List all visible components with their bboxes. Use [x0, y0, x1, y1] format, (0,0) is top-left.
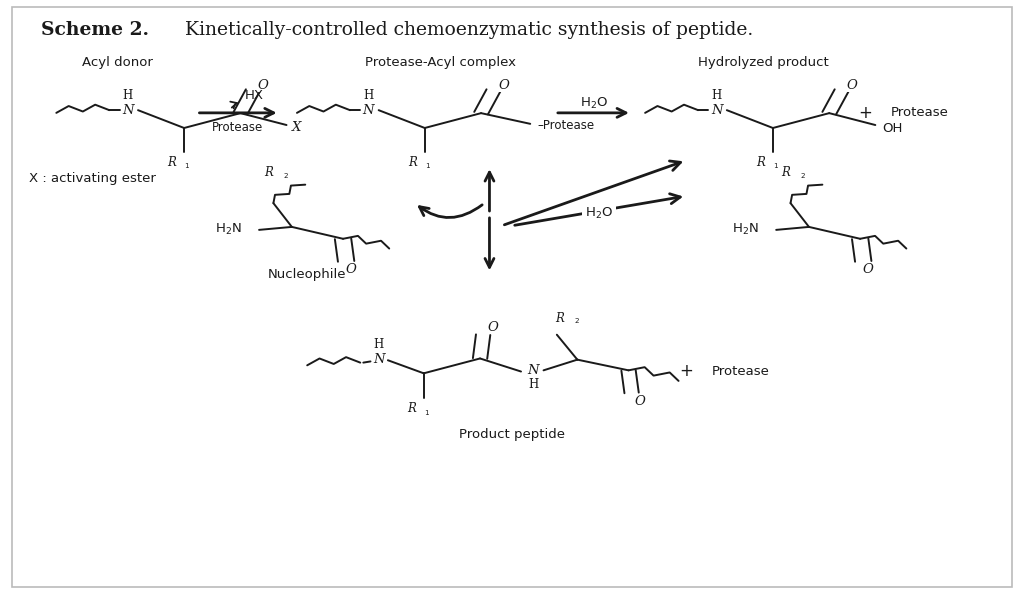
Text: X : activating ester: X : activating ester [29, 172, 156, 185]
Text: Protease-Acyl complex: Protease-Acyl complex [365, 56, 516, 69]
Text: O: O [346, 263, 356, 276]
Text: Kinetically-controlled chemoenzymatic synthesis of peptide.: Kinetically-controlled chemoenzymatic sy… [179, 21, 754, 39]
Text: H$_2$N: H$_2$N [732, 222, 759, 238]
Text: Product peptide: Product peptide [459, 428, 565, 441]
Text: Scheme 2.: Scheme 2. [41, 21, 148, 39]
Text: –Protease: –Protease [538, 119, 595, 132]
Text: X: X [292, 122, 301, 134]
Text: R: R [756, 156, 765, 169]
Text: $_2$: $_2$ [283, 171, 289, 181]
Text: OH: OH [883, 122, 903, 135]
Text: N: N [122, 104, 133, 116]
Text: R: R [407, 403, 416, 415]
Text: O: O [863, 263, 873, 276]
Text: +: + [679, 362, 693, 380]
Text: O: O [846, 80, 857, 92]
Text: HX: HX [245, 89, 263, 102]
Text: O: O [487, 321, 499, 334]
Text: N: N [711, 104, 722, 116]
Text: Protease: Protease [212, 121, 263, 134]
Text: H$_2$O: H$_2$O [580, 96, 608, 111]
Text: H: H [712, 89, 722, 102]
Text: $_1$: $_1$ [184, 162, 190, 172]
Text: Hydrolyzed product: Hydrolyzed product [697, 56, 828, 69]
Text: Protease: Protease [712, 365, 770, 378]
Text: O: O [634, 395, 645, 407]
Text: H: H [374, 339, 384, 351]
Text: R: R [781, 166, 790, 179]
Text: N: N [373, 353, 384, 366]
Text: H$_2$O: H$_2$O [585, 206, 613, 222]
Text: $_1$: $_1$ [773, 162, 779, 172]
Text: H: H [528, 378, 539, 391]
Text: Acyl donor: Acyl donor [82, 56, 154, 69]
Text: N: N [527, 364, 539, 377]
Text: $_2$: $_2$ [574, 316, 581, 326]
Text: R: R [555, 312, 564, 324]
Text: O: O [257, 80, 268, 92]
Text: $_1$: $_1$ [425, 162, 431, 172]
Text: +: + [858, 104, 872, 122]
Text: H: H [364, 89, 374, 102]
Text: $_2$: $_2$ [800, 171, 806, 181]
Text: O: O [498, 80, 509, 92]
Text: R: R [167, 156, 176, 169]
Text: N: N [362, 104, 374, 116]
Text: Nucleophile: Nucleophile [268, 268, 346, 281]
Text: $_1$: $_1$ [424, 408, 430, 418]
Text: R: R [264, 166, 272, 179]
Text: R: R [408, 156, 417, 169]
Text: Protease: Protease [891, 106, 949, 119]
Text: H: H [123, 89, 133, 102]
Text: H$_2$N: H$_2$N [215, 222, 242, 238]
